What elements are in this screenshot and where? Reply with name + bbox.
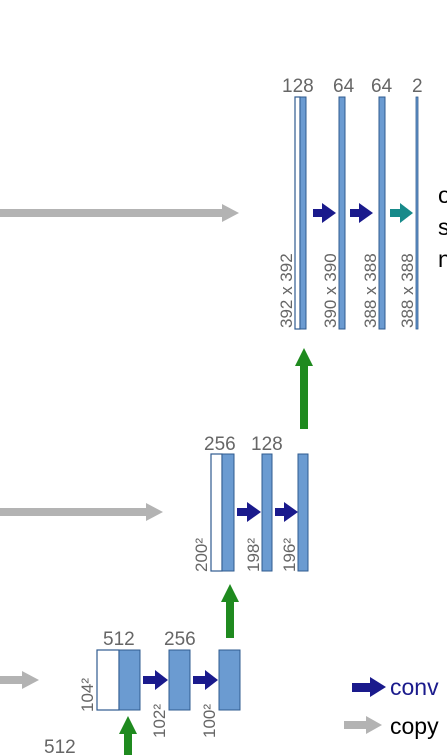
feature-map-390 (338, 96, 346, 330)
channels-label: 128 (282, 76, 314, 97)
feature-map-104 (118, 649, 141, 711)
feature-map-output (415, 96, 419, 330)
conv-arrow (275, 502, 298, 522)
legend-conv-arrow (352, 677, 386, 697)
size-label: 102² (150, 704, 169, 738)
output-text-line: s (438, 214, 447, 240)
final-conv-arrow (390, 203, 413, 223)
feature-map-392 (299, 96, 307, 330)
channels-label: 64 (333, 76, 355, 97)
channels-label: 64 (371, 76, 393, 97)
legend-conv-label: conv (390, 674, 439, 700)
size-label: 388 x 388 (398, 253, 417, 328)
output-text-line: o (438, 182, 447, 208)
copy-arrow (0, 204, 239, 222)
feature-map-102 (168, 649, 191, 711)
top-block: 128 64 64 2 392 x 392 390 x 390 388 x 38… (277, 76, 447, 330)
conv-arrow (237, 502, 261, 522)
up-conv-arrow (119, 716, 137, 755)
feature-map-198 (261, 453, 273, 572)
size-label: 390 x 390 (321, 253, 340, 328)
low-block: 512 256 104² 102² 100² 512 (44, 629, 241, 755)
feature-map-200 (221, 453, 235, 572)
conv-arrow (350, 203, 373, 223)
size-label: 392 x 392 (277, 253, 296, 328)
channels-label: 256 (204, 434, 236, 455)
feature-map-388a (378, 96, 386, 330)
feature-map-100 (218, 649, 241, 711)
channels-label: 256 (164, 629, 196, 650)
size-label: 196² (280, 538, 299, 572)
size-label: 100² (200, 704, 219, 738)
conv-arrow (193, 670, 218, 690)
up-conv-arrow (221, 584, 239, 638)
size-label: 200² (192, 538, 211, 572)
legend-copy-arrow (344, 716, 382, 734)
feature-map-copied-200 (210, 453, 223, 572)
feature-map-196 (297, 453, 309, 572)
channels-label: 128 (251, 434, 283, 455)
channels-label: 512 (44, 737, 76, 755)
legend-copy-label: copy (390, 713, 439, 739)
mid-block: 256 128 200² 198² 196² (192, 434, 309, 572)
size-label: 198² (244, 538, 263, 572)
conv-arrow (143, 670, 168, 690)
channels-label: 512 (103, 629, 135, 650)
legend: conv copy (344, 674, 439, 739)
size-label: 104² (78, 678, 97, 712)
copy-arrow (0, 503, 163, 521)
size-label: 388 x 388 (361, 253, 380, 328)
feature-map-copied-104 (96, 649, 120, 711)
up-conv-arrow (295, 348, 313, 429)
copy-arrow (0, 671, 39, 689)
output-text-line: n (438, 246, 447, 272)
channels-label: 2 (412, 76, 423, 97)
conv-arrow (313, 203, 336, 223)
